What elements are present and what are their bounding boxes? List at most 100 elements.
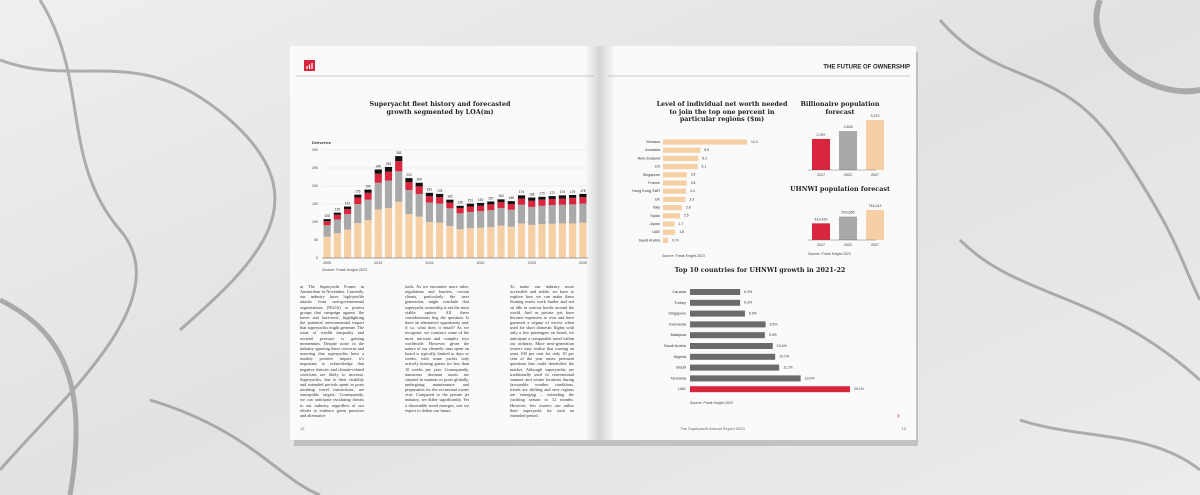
data-label: 6.3% [744,301,752,305]
bar-segment [456,213,464,230]
category-label: UAE [652,230,660,234]
data-label: 181 [427,188,433,192]
data-label: 3.5 [691,173,696,177]
data-label: 579,626 [842,211,855,215]
page-number: 13 [902,426,907,431]
x-tick-label: 2020 [477,261,485,265]
bar-segment [343,209,352,215]
bar-segment [487,210,495,228]
bar [839,131,857,170]
x-tick-label: 2027 [871,173,879,177]
bar-segment [579,222,587,258]
y-tick-label: 150 [312,202,318,206]
bar-segment [497,207,505,226]
bar-segment [415,193,423,217]
category-label: Canada [672,289,686,294]
bar-segment [354,223,362,258]
data-label: 246 [376,164,382,168]
chart-title: Level of individual net worth needed to … [656,100,788,124]
bar-segment [558,198,567,205]
data-label: 178 [437,189,443,193]
source: Source: Frank Knight 2023 [662,254,705,258]
data-label: 1.7 [679,222,684,226]
bar-segment [415,186,423,194]
bar [690,299,741,306]
data-label: 1.8 [679,230,684,234]
bar [663,213,680,219]
bar-segment [405,182,413,190]
data-label: 12.4 [751,140,758,144]
y-tick-label: 250 [312,166,318,170]
data-label: 9.4% [769,333,777,337]
bar-segment [487,204,495,211]
bar [663,147,701,153]
bar-segment [466,206,474,212]
bar [663,237,669,243]
category-label: Tanzania [670,375,686,380]
data-label: 174 [519,190,525,194]
bar [690,364,780,371]
bar-segment [333,214,341,220]
bar-segment [517,223,526,258]
x-tick-label: 2030 [579,261,587,265]
bar-segment [528,200,536,207]
bar [690,289,741,295]
bar-segment [384,180,393,208]
bar [690,310,745,317]
bar-segment [384,166,393,172]
chart-title: Billionaire population forecast [800,100,880,116]
bar-segment [456,229,464,258]
bar-segment [425,196,434,203]
data-label: 153 [478,198,484,202]
bar-segment [497,225,505,258]
data-label: 126 [335,207,341,211]
data-label: 174 [560,190,566,194]
bar-segment [528,206,536,225]
data-label: 151 [468,198,474,202]
bar-segment [487,201,495,205]
category-label: Indonesia [669,321,687,326]
bar-segment [374,182,382,210]
bar-segment [405,214,413,258]
bar-segment [436,193,444,198]
bar-segment [497,199,505,203]
bar-segment [456,207,464,214]
source: Source: Frank Knight 2023 [808,252,851,256]
bar-segment [395,201,403,258]
bar-segment [507,201,515,204]
bar-segment [517,204,526,224]
bar-segment [354,194,362,198]
bar [663,229,676,235]
data-label: 190 [365,184,371,188]
data-label: 2.5 [684,214,689,218]
data-label: 10.4% [777,344,787,348]
bar-segment [323,221,331,226]
data-label: 172 [550,191,556,195]
bar [663,172,687,178]
data-label: 175 [570,190,576,194]
category-label: Saudi Arabia [664,343,687,348]
bar-segment [558,195,567,199]
logo-bars [306,63,313,69]
x-tick-label: 2010 [374,261,382,265]
bar [663,205,682,211]
bar-segment [528,224,536,258]
bar-segment [446,199,454,203]
y-tick-label: 0 [316,256,318,260]
bar [690,353,776,360]
data-label: 9.5% [770,322,778,326]
x-tick-label: 2022 [844,173,852,177]
bar-segment [436,203,444,223]
bar-segment [507,226,515,258]
bar-segment [476,211,485,228]
bar-segment [354,204,362,224]
data-label: 168 [529,192,535,196]
bar-segment [354,197,362,204]
bar-segment [466,211,474,229]
x-tick-label: 2017 [817,243,825,247]
data-label: 3.4 [690,189,695,193]
data-label: 222 [406,173,412,177]
category-label: UK [655,197,661,201]
bar-segment [374,209,382,258]
bar-segment [558,223,567,258]
